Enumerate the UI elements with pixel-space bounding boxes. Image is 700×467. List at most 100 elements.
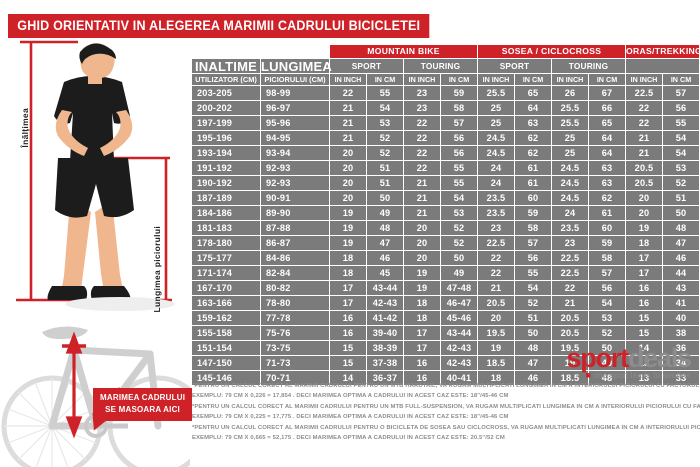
cell-height-range: 171-174 <box>192 266 260 280</box>
cell-frame-size: 42-43 <box>367 296 403 310</box>
table-row: 184-186 89-90 19 49 21 53 23.5 59 24 61 20 50 <box>192 206 699 220</box>
cell-frame-size: 65 <box>589 116 625 130</box>
cell-frame-size: 24.5 <box>478 146 514 160</box>
category-mountain-bike: MOUNTAIN BIKE <box>330 45 477 58</box>
cell-frame-size: 57 <box>515 236 551 250</box>
cell-frame-size: 20 <box>330 176 366 190</box>
cell-frame-size: 56 <box>441 131 477 145</box>
cell-frame-size: 52 <box>441 221 477 235</box>
cell-frame-size: 17 <box>404 326 440 340</box>
leg-length-label: Lungimea piciorului <box>152 226 162 313</box>
cell-frame-size: 21 <box>626 146 662 160</box>
header-inseam-main: LUNGIMEA <box>261 59 332 74</box>
cell-frame-size: 22.5 <box>552 251 588 265</box>
cell-frame-size: 54 <box>663 131 699 145</box>
cell-frame-size: 25 <box>552 146 588 160</box>
cell-frame-size: 53 <box>663 161 699 175</box>
cell-frame-size: 44 <box>663 266 699 280</box>
cell-frame-size: 25 <box>552 131 588 145</box>
subcategory-trekking-blank <box>626 59 699 73</box>
measurement-illustration: Înălțimea Lungimea piciorului MARIMEA CA… <box>0 36 193 467</box>
cell-frame-size: 48 <box>663 221 699 235</box>
cell-height-range: 159-162 <box>192 311 260 325</box>
cell-frame-size: 59 <box>515 206 551 220</box>
cell-frame-size: 50 <box>663 206 699 220</box>
cell-frame-size: 55 <box>515 266 551 280</box>
table-row: 147-150 71-73 15 37-38 16 42-43 18.5 47 19 49 13 34 <box>192 356 699 370</box>
cell-inseam-range: 77-78 <box>261 311 329 325</box>
cell-frame-size: 54 <box>589 296 625 310</box>
cell-frame-size: 51 <box>367 161 403 175</box>
cell-frame-size: 21 <box>330 101 366 115</box>
cell-frame-size: 19 <box>404 266 440 280</box>
cell-frame-size: 64 <box>515 101 551 115</box>
cell-inseam-range: 94-95 <box>261 131 329 145</box>
cell-frame-size: 59 <box>441 86 477 100</box>
cell-height-range: 200-202 <box>192 101 260 115</box>
cell-frame-size: 16 <box>330 311 366 325</box>
cell-frame-size: 33 <box>663 371 699 385</box>
cell-frame-size: 45 <box>367 266 403 280</box>
cell-frame-size: 17 <box>404 341 440 355</box>
frame-note-line-1: MARIMEA CADRULUI <box>100 393 186 402</box>
subcategory-mtb-sport: SPORT <box>330 59 403 73</box>
cell-frame-size: 19 <box>330 206 366 220</box>
cell-frame-size: 20 <box>330 161 366 175</box>
cell-frame-size: 19 <box>552 356 588 370</box>
table-row: 159-162 77-78 16 41-42 18 45-46 20 51 20.5 53 15 40 <box>192 311 699 325</box>
cell-inseam-range: 93-94 <box>261 146 329 160</box>
cell-frame-size: 54 <box>515 281 551 295</box>
cell-frame-size: 42-43 <box>441 341 477 355</box>
cell-inseam-range: 86-87 <box>261 236 329 250</box>
cell-frame-size: 20 <box>404 236 440 250</box>
cell-frame-size: 61 <box>589 206 625 220</box>
cell-frame-size: 56 <box>589 281 625 295</box>
cell-frame-size: 57 <box>441 116 477 130</box>
cell-frame-size: 23.5 <box>478 191 514 205</box>
cell-frame-size: 46-47 <box>441 296 477 310</box>
unit-road-touring-cm: IN CM <box>589 74 625 85</box>
table-row: 145-146 70-71 14 36-37 16 40-41 18 46 18.5 48 13 33 <box>192 371 699 385</box>
cell-inseam-range: 98-99 <box>261 86 329 100</box>
cell-frame-size: 24 <box>478 176 514 190</box>
logo-word-sport: sport <box>566 343 629 373</box>
cell-frame-size: 48 <box>589 371 625 385</box>
cell-frame-size: 52 <box>589 326 625 340</box>
cell-frame-size: 25 <box>478 101 514 115</box>
table-row: 155-158 75-76 16 39-40 17 43-44 19.5 50 20.5 52 15… <box>192 326 699 340</box>
unit-mtb-touring-inch: IN INCH <box>404 74 440 85</box>
cell-frame-size: 24.5 <box>478 131 514 145</box>
cell-frame-size: 13 <box>626 371 662 385</box>
footnote-line: *PENTRU UN CALCUL CORECT AL MARIMII CADR… <box>192 383 700 389</box>
cell-frame-size: 60 <box>515 191 551 205</box>
cell-frame-size: 22 <box>404 116 440 130</box>
table-row: 178-180 86-87 19 47 20 52 22.5 57 23 59 18 47 <box>192 236 699 250</box>
cell-frame-size: 50 <box>589 341 625 355</box>
cell-frame-size: 18 <box>330 251 366 265</box>
cell-frame-size: 46 <box>663 251 699 265</box>
cell-frame-size: 17 <box>330 281 366 295</box>
cell-frame-size: 19.5 <box>552 341 588 355</box>
table-row: 193-194 93-94 20 52 22 56 24.5 62 25 64 21 54 <box>192 146 699 160</box>
logo-wordmark: sportdeals <box>566 343 692 373</box>
cell-frame-size: 46 <box>515 371 551 385</box>
tagline-bullet-icon: ■ <box>585 370 591 380</box>
cell-frame-size: 63 <box>589 161 625 175</box>
footnote-line: EXEMPLU: 79 CM X 0,226 = 17,854 . DECI M… <box>192 393 509 400</box>
cell-frame-size: 16 <box>626 281 662 295</box>
cell-frame-size: 18 <box>330 266 366 280</box>
cell-frame-size: 63 <box>589 176 625 190</box>
cell-frame-size: 42-43 <box>441 356 477 370</box>
unit-road-sport-inch: IN INCH <box>478 74 514 85</box>
cell-frame-size: 64 <box>589 131 625 145</box>
cell-frame-size: 52 <box>515 296 551 310</box>
cell-height-range: 190-192 <box>192 176 260 190</box>
cell-frame-size: 21 <box>626 131 662 145</box>
cell-frame-size: 41-42 <box>367 311 403 325</box>
cell-inseam-range: 95-96 <box>261 116 329 130</box>
table-row: 187-189 90-91 20 50 21 54 23.5 60 24.5 62 20 51 <box>192 191 699 205</box>
cell-height-range: 167-170 <box>192 281 260 295</box>
cell-frame-size: 18 <box>478 371 514 385</box>
cell-frame-size: 50 <box>367 191 403 205</box>
subcategory-header-row: INALTIME LUNGIMEA SPORT TOURING SPORT TO… <box>192 59 699 73</box>
